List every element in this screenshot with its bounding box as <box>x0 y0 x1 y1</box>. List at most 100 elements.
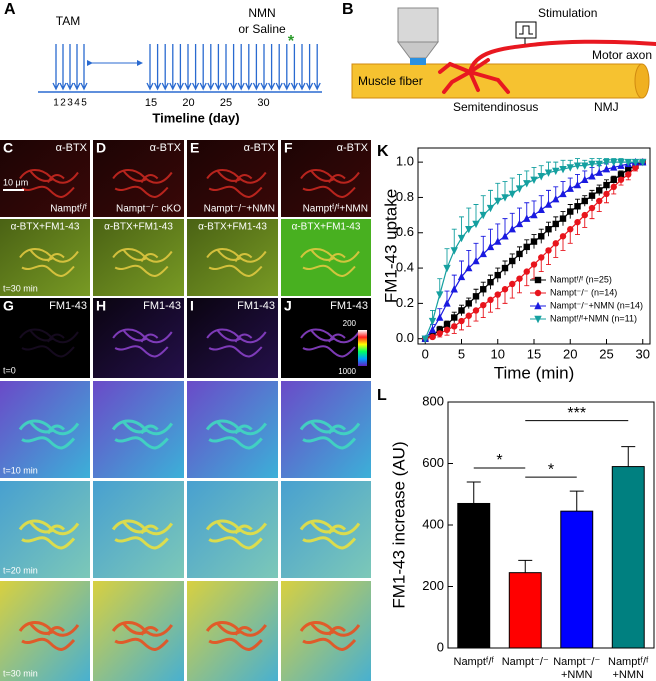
data-point <box>602 158 611 167</box>
injection-arrow <box>161 44 169 91</box>
data-point <box>639 158 647 167</box>
legend-marker <box>534 301 542 310</box>
data-point <box>443 299 451 307</box>
chart-l: L 0 200 400 600 800 FM1-43 increase (AU) Namptᶠ… <box>377 387 655 681</box>
y-tick-label: 600 <box>422 455 444 470</box>
stain-label: α-BTX <box>150 142 182 154</box>
day-label: 3 <box>67 98 73 109</box>
micrograph <box>281 298 371 378</box>
data-point <box>494 271 501 279</box>
micrograph <box>0 140 90 217</box>
data-point <box>509 280 516 288</box>
stimulation-label: Stimulation <box>538 6 597 20</box>
motor-axon-label: Motor axon <box>592 48 652 62</box>
data-point <box>631 158 640 167</box>
data-point <box>508 190 516 199</box>
data-point <box>523 180 531 188</box>
error-bar <box>621 446 636 467</box>
legend-label: Namptᶠ/ᶠ (n=25) <box>550 274 612 284</box>
data-point <box>457 272 466 281</box>
objective <box>397 7 439 43</box>
injection-arrow <box>230 44 238 91</box>
colorbar-label: 1000 <box>338 367 356 376</box>
x-tick-label: 20 <box>563 346 577 361</box>
data-point <box>559 233 567 240</box>
data-point <box>581 197 588 205</box>
day-label: 4 <box>74 98 80 109</box>
data-point <box>450 285 458 293</box>
data-point <box>428 317 437 326</box>
data-point <box>573 162 582 170</box>
x-tick-label: 10 <box>491 346 505 361</box>
data-point <box>472 293 480 300</box>
data-point <box>552 240 559 247</box>
injection-arrow <box>207 44 215 91</box>
nmj-label: NMJ <box>594 100 619 114</box>
data-point <box>530 238 538 245</box>
data-point <box>552 167 560 176</box>
time-label: t=0 <box>3 365 16 375</box>
data-point <box>487 278 494 286</box>
data-point <box>472 256 480 265</box>
x-tick-label: +NMN <box>613 669 645 681</box>
micrograph <box>187 581 278 681</box>
legend-label: Namptᶠ/ᶠ+NMN (n=11) <box>550 313 637 323</box>
nmj-signal <box>205 519 268 550</box>
injection-arrow <box>154 44 162 91</box>
data-point <box>450 247 458 255</box>
data-point <box>443 326 451 334</box>
nmj-signal <box>19 328 79 358</box>
data-point <box>603 190 610 198</box>
error-bar <box>459 216 464 239</box>
nmj-signal <box>18 519 80 550</box>
y-tick-label: 800 <box>422 393 444 408</box>
data-point <box>625 165 632 173</box>
injection-arrow <box>80 44 88 91</box>
panel-label: F <box>284 140 293 156</box>
data-point <box>429 333 436 341</box>
x-tick-label: Namptᶠ/ᶠ <box>608 656 649 668</box>
injection-arrows: 1 2 3 4 5 15 20 25 30 <box>52 44 321 109</box>
data-point <box>545 247 552 254</box>
pulse <box>519 25 533 35</box>
y-tick-label: 0.8 <box>396 189 414 204</box>
stain-label: FM1-43 <box>330 300 368 312</box>
micrograph <box>0 298 90 378</box>
x-axis-label: Time (min) <box>494 363 575 382</box>
data-point <box>523 243 530 251</box>
y-tick-label: 400 <box>422 516 444 531</box>
panel-label: D <box>96 140 106 156</box>
data-point <box>588 172 596 180</box>
data-point <box>552 195 560 203</box>
stain-label: α-BTX+FM1-43 <box>198 222 267 233</box>
panel-label: C <box>3 140 13 156</box>
micrograph <box>93 219 184 296</box>
x-tick-label: 5 <box>458 346 465 361</box>
bar <box>560 510 594 649</box>
data-point <box>545 226 552 233</box>
data-point <box>617 158 625 167</box>
stain-label: α-BTX <box>56 142 88 154</box>
error-bar <box>569 490 584 512</box>
data-point <box>595 160 603 169</box>
data-point <box>559 215 567 222</box>
data-point <box>523 214 531 222</box>
data-point <box>465 226 473 234</box>
data-point <box>581 175 589 183</box>
micrograph <box>187 140 278 217</box>
fiber-end <box>634 63 650 99</box>
injection-arrow <box>192 44 200 91</box>
stain-label: α-BTX <box>337 142 369 154</box>
injection-arrow <box>275 44 283 91</box>
y-tick-label: 1.0 <box>396 154 414 169</box>
genotype-label: Namptᶠ/ᶠ <box>50 204 88 215</box>
data-point <box>480 286 487 293</box>
data-point <box>515 219 524 228</box>
panel-a: A TAM NMN or Saline * 1 2 3 4 5 15 20 25 30 Time… <box>4 1 322 125</box>
legend-label: Nampt⁻/⁻ (n=14) <box>550 287 617 297</box>
data-point <box>566 164 574 172</box>
data-point <box>509 257 516 265</box>
legend-marker <box>534 289 542 297</box>
micrograph <box>93 381 184 478</box>
data-point <box>465 263 473 272</box>
